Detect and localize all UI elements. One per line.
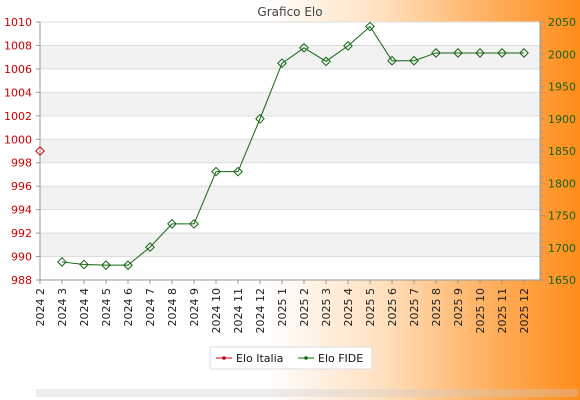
- x-tick-label: 2025 2: [298, 288, 311, 327]
- left-tick-label: 992: [11, 227, 32, 240]
- right-tick-label: 1950: [548, 81, 576, 94]
- x-tick-label: 2025 3: [320, 288, 333, 327]
- right-tick-label: 2000: [548, 48, 576, 61]
- right-tick-label: 1900: [548, 113, 576, 126]
- plot-background: [40, 22, 540, 280]
- data-point-elo-fide[interactable]: [57, 257, 67, 267]
- x-tick-label: 2024 3: [56, 288, 69, 327]
- series-line-elo-fide: [61, 25, 524, 266]
- x-tick-label: 2024 9: [188, 288, 201, 327]
- x-tick-label: 2024 4: [78, 288, 91, 327]
- x-tick-label: 2025 7: [408, 288, 421, 327]
- right-tick-label: 1800: [548, 177, 576, 190]
- data-point-elo-fide[interactable]: [431, 48, 441, 58]
- legend-marker-elo-fide: [304, 356, 308, 360]
- data-point-elo-fide[interactable]: [145, 242, 155, 253]
- data-point-elo-fide[interactable]: [189, 218, 199, 229]
- x-tick-label: 2025 4: [342, 288, 355, 327]
- data-point-elo-fide[interactable]: [167, 218, 177, 229]
- legend: Elo Italia Elo FIDE: [209, 346, 373, 370]
- x-tick-label: 2025 11: [496, 288, 509, 334]
- legend-entry-elo-fide[interactable]: Elo FIDE: [298, 352, 363, 365]
- legend-label-elo-fide: Elo FIDE: [318, 352, 363, 365]
- left-tick-label: 1006: [4, 63, 32, 76]
- data-point-elo-fide[interactable]: [409, 55, 419, 66]
- plot-band: [40, 186, 540, 210]
- left-tick-label: 1004: [4, 86, 32, 99]
- x-tick-label: 2024 12: [254, 288, 267, 334]
- plot-band: [40, 139, 540, 163]
- x-tick-label: 2024 11: [232, 288, 245, 334]
- x-tick-label: 2025 1: [276, 288, 289, 327]
- data-point-elo-fide[interactable]: [321, 56, 331, 67]
- data-point-elo-fide[interactable]: [343, 40, 353, 51]
- data-point-elo-fide[interactable]: [519, 48, 529, 58]
- data-point-elo-fide[interactable]: [387, 55, 397, 66]
- x-tick-label: 2025 5: [364, 288, 377, 327]
- right-tick-label: 1750: [548, 210, 576, 223]
- x-axis-ticks: 2024 2 2024 3 2024 4 2024 5 2024 6 2024 7 2024…: [34, 280, 531, 334]
- data-point-elo-fide[interactable]: [233, 166, 243, 177]
- series-layer: [35, 21, 529, 271]
- data-point-elo-fide[interactable]: [475, 48, 485, 58]
- left-tick-label: 990: [11, 251, 32, 264]
- legend-marker-elo-italia: [222, 356, 226, 360]
- left-tick-label: 994: [11, 204, 32, 217]
- x-tick-label: 2024 10: [210, 288, 223, 334]
- x-tick-label: 2024 2: [34, 288, 47, 327]
- left-tick-label: 998: [11, 157, 32, 170]
- data-point-elo-fide[interactable]: [123, 260, 133, 271]
- left-tick-label: 1002: [4, 110, 32, 123]
- data-point-elo-fide[interactable]: [277, 58, 287, 69]
- x-tick-label: 2024 5: [100, 288, 113, 327]
- x-tick-label: 2025 12: [518, 288, 531, 334]
- x-tick-label: 2025 10: [474, 288, 487, 334]
- x-tick-label: 2024 6: [122, 288, 135, 327]
- right-tick-label: 1700: [548, 242, 576, 255]
- right-tick-label: 1650: [548, 274, 576, 287]
- data-point-elo-fide[interactable]: [365, 21, 375, 32]
- data-point-elo-italia[interactable]: [35, 146, 45, 156]
- left-axis-ticks: 988 990 992 994 996 998 1000 1002 1004 1006 1008 10…: [4, 16, 40, 287]
- data-point-elo-fide[interactable]: [211, 166, 221, 177]
- data-point-elo-fide[interactable]: [101, 260, 111, 271]
- chart-title: Grafico Elo: [257, 5, 322, 19]
- right-tick-label: 1850: [548, 145, 576, 158]
- left-tick-label: 1008: [4, 39, 32, 52]
- plot-band: [40, 92, 540, 116]
- data-point-elo-fide[interactable]: [79, 259, 89, 270]
- plot-band: [40, 209, 540, 234]
- plot-band: [40, 233, 540, 257]
- right-axis-ticks: 1650 1700 1750 1800 1850 1900 1950 2000 2050: [540, 16, 576, 287]
- x-tick-label: 2025 8: [430, 288, 443, 327]
- left-tick-label: 996: [11, 180, 32, 193]
- plot-band: [40, 256, 540, 280]
- data-point-elo-fide[interactable]: [255, 113, 265, 124]
- data-point-elo-fide[interactable]: [453, 48, 463, 58]
- x-tick-label: 2025 6: [386, 288, 399, 327]
- plot-band: [40, 115, 540, 140]
- left-tick-label: 988: [11, 274, 32, 287]
- x-tick-label: 2024 8: [166, 288, 179, 327]
- x-tick-label: 2025 9: [452, 288, 465, 327]
- x-tick-label: 2024 7: [144, 288, 157, 327]
- data-point-elo-fide[interactable]: [299, 42, 309, 53]
- data-point-elo-fide[interactable]: [497, 48, 507, 58]
- plot-band: [40, 162, 540, 187]
- left-tick-label: 1000: [4, 133, 32, 146]
- plot-band: [40, 68, 540, 93]
- left-tick-label: 1010: [4, 16, 32, 29]
- plot-band: [40, 22, 540, 46]
- legend-label-elo-italia: Elo Italia: [236, 352, 283, 365]
- legend-entry-elo-italia[interactable]: Elo Italia: [216, 352, 283, 365]
- right-tick-label: 2050: [548, 16, 576, 29]
